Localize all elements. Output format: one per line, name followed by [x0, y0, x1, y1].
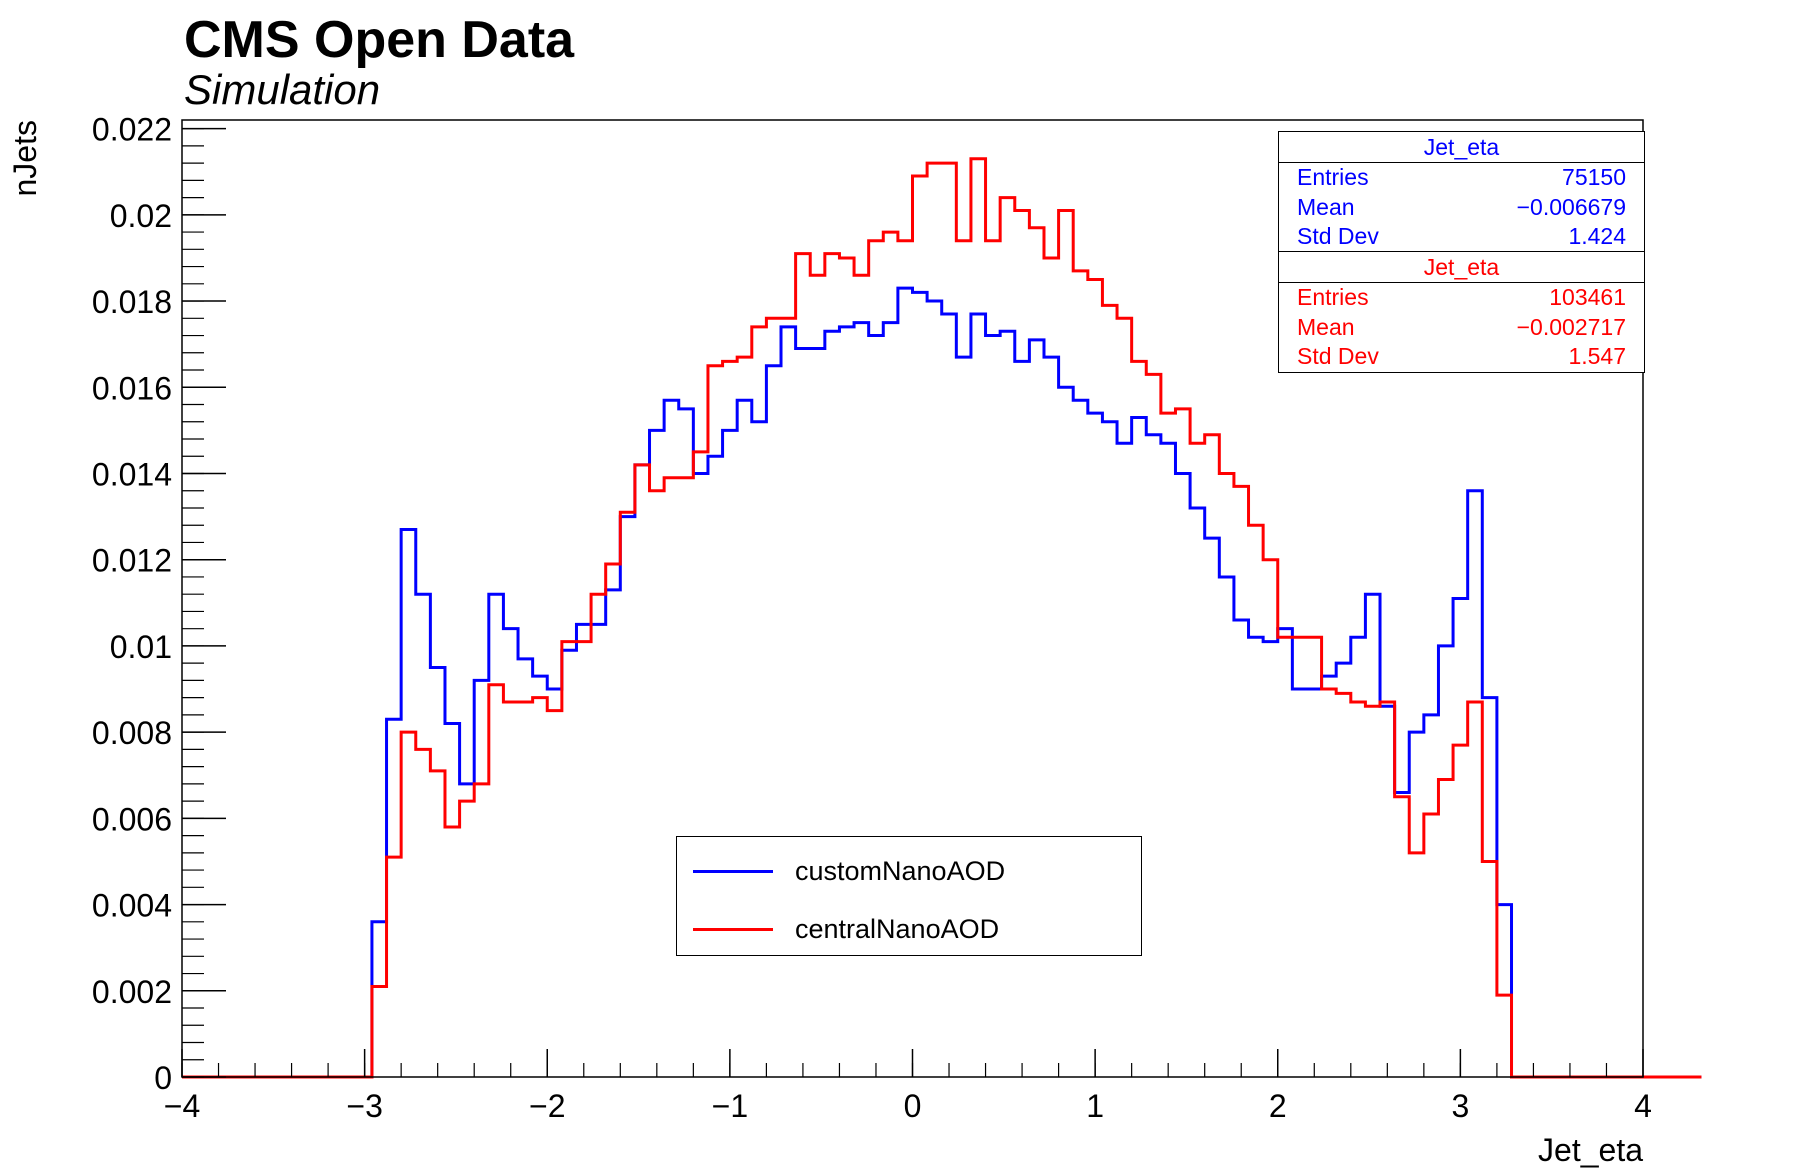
axis-tick-labels: −4 −3 −2 −1 0 1 2 3 4 0 0.002 0.004 0.006 0.008 0.01 0.… [92, 112, 1652, 1124]
stats-title: Jet_eta [1279, 132, 1644, 163]
stats-title: Jet_eta [1279, 252, 1644, 283]
plot-title: CMS Open Data [184, 11, 575, 69]
stats-mean-row: Mean −0.002717 [1279, 313, 1644, 343]
stats-mean-label: Mean [1297, 313, 1355, 340]
stats-entries-label: Entries [1297, 164, 1369, 190]
y-tick-label: 0.012 [92, 543, 172, 579]
stats-mean-label: Mean [1297, 193, 1355, 220]
stats-entries-row: Entries 103461 [1279, 283, 1644, 313]
stats-entries-value: 103461 [1549, 284, 1626, 310]
legend-line-swatch [693, 869, 773, 873]
stats-block-custom: Jet_eta Entries 75150 Mean −0.006679 Std… [1279, 132, 1644, 251]
stats-box: Jet_eta Entries 75150 Mean −0.006679 Std… [1278, 131, 1645, 373]
x-axis-label: Jet_eta [1538, 1132, 1643, 1168]
stats-block-central: Jet_eta Entries 103461 Mean −0.002717 St… [1279, 251, 1644, 371]
stats-mean-row: Mean −0.006679 [1279, 193, 1644, 223]
series-line-custom [182, 286, 1702, 1079]
y-tick-label: 0 [154, 1060, 172, 1096]
x-tick-label: −3 [346, 1088, 382, 1124]
legend-item-central: centralNanoAOD [693, 909, 999, 949]
stats-std-row: Std Dev 1.547 [1279, 342, 1644, 372]
legend-item-custom: customNanoAOD [693, 851, 1005, 891]
x-tick-label: 3 [1451, 1088, 1469, 1124]
y-tick-label: 0.022 [92, 112, 172, 148]
stats-entries-value: 75150 [1562, 164, 1626, 190]
stats-std-value: 1.424 [1568, 223, 1626, 249]
y-tick-label: 0.006 [92, 801, 172, 837]
stats-std-label: Std Dev [1297, 343, 1379, 369]
x-tick-label: 1 [1086, 1088, 1104, 1124]
stats-std-label: Std Dev [1297, 223, 1379, 249]
x-tick-label: −1 [712, 1088, 748, 1124]
histogram-series-layer [182, 157, 1702, 1079]
x-tick-label: 2 [1269, 1088, 1287, 1124]
plot-subtitle: Simulation [184, 66, 381, 113]
y-tick-label: 0.018 [92, 284, 172, 320]
y-tick-label: 0.002 [92, 974, 172, 1010]
stats-std-value: 1.547 [1568, 343, 1626, 369]
series-line-central [182, 157, 1702, 1079]
legend-label: centralNanoAOD [795, 913, 1000, 944]
y-tick-label: 0.02 [110, 198, 172, 234]
y-tick-label: 0.014 [92, 456, 172, 492]
legend-label: customNanoAOD [795, 855, 1006, 886]
y-tick-label: 0.004 [92, 888, 172, 924]
stats-mean-value: −0.002717 [1516, 313, 1626, 340]
stats-std-row: Std Dev 1.424 [1279, 222, 1644, 252]
stats-entries-row: Entries 75150 [1279, 163, 1644, 193]
legend-line-swatch [693, 927, 773, 931]
legend: customNanoAOD centralNanoAOD [676, 836, 1142, 956]
y-tick-label: 0.008 [92, 715, 172, 751]
y-axis-label: nJets [7, 120, 43, 196]
stats-mean-value: −0.006679 [1516, 193, 1626, 220]
y-tick-label: 0.016 [92, 370, 172, 406]
x-tick-label: 4 [1634, 1088, 1652, 1124]
x-tick-label: −2 [529, 1088, 565, 1124]
axis-ticks [181, 127, 1644, 1078]
x-tick-label: −4 [164, 1088, 200, 1124]
x-tick-label: 0 [904, 1088, 922, 1124]
stats-entries-label: Entries [1297, 284, 1369, 310]
y-tick-label: 0.01 [110, 629, 172, 665]
